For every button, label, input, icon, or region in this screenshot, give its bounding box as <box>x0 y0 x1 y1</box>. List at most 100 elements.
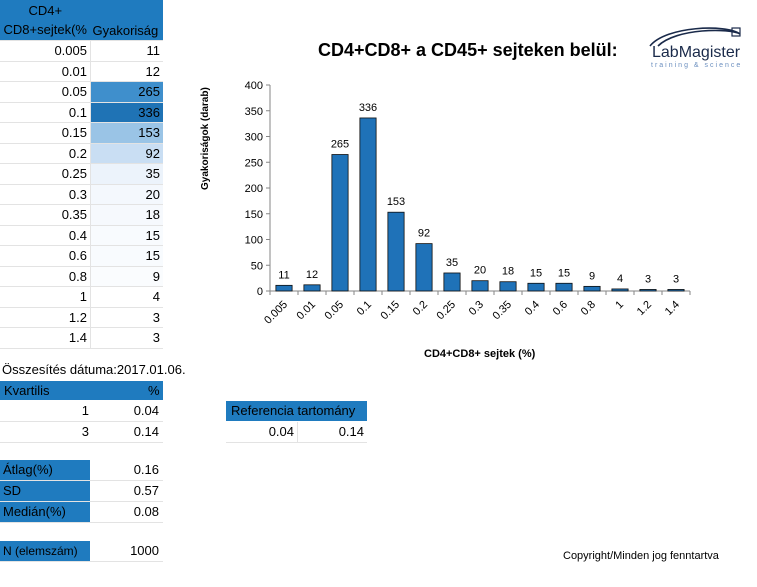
x-tick-label: 1 <box>613 299 626 312</box>
freq-value: 20 <box>90 184 163 205</box>
stat-mean-value: 0.16 <box>133 462 159 477</box>
frequency-table: CD4+ CD8+sejtek(% Gyakoriság 0.005 11 0.01… <box>0 0 163 349</box>
quartile-header: Kvartilis % <box>0 381 163 400</box>
data-label: 18 <box>502 266 514 278</box>
y-tick-label: 300 <box>245 132 263 144</box>
copyright: Copyright/Minden jog fenntartva <box>563 550 719 562</box>
freq-row: 0.2 92 <box>0 143 163 164</box>
freq-row: 0.05 265 <box>0 81 163 103</box>
x-tick-label: 0.35 <box>490 299 514 323</box>
freq-header-line2: CD8+sejtek(% <box>3 22 87 37</box>
freq-value: 153 <box>90 122 163 144</box>
data-label: 265 <box>331 139 349 151</box>
freq-value: 15 <box>90 225 163 246</box>
data-label: 20 <box>474 265 486 277</box>
freq-value: 15 <box>90 245 163 267</box>
stat-n-value: 1000 <box>130 543 159 558</box>
freq-row: 0.1 336 <box>0 102 163 123</box>
logo-swoosh-icon <box>649 27 741 47</box>
freq-key: 0.05 <box>0 81 91 103</box>
data-label: 3 <box>673 273 679 285</box>
x-tick-label: 0.8 <box>579 299 598 318</box>
freq-header-line1: CD4+ <box>28 3 63 18</box>
quartile-row: 3 0.14 <box>0 422 163 443</box>
bar <box>331 154 349 292</box>
freq-value: 9 <box>90 266 163 287</box>
bar <box>415 243 433 292</box>
quartile-header-label: Kvartilis <box>4 383 50 398</box>
stat-mean-row: Átlag(%) 0.16 <box>0 460 163 481</box>
quartile-q: 1 <box>81 403 89 418</box>
quartile-header-unit: % <box>148 383 160 398</box>
logo-box-icon <box>731 27 741 37</box>
freq-value: 3 <box>90 307 163 328</box>
bar <box>387 211 405 292</box>
chart-xlabel: CD4+CD8+ sejtek (%) <box>424 348 536 360</box>
reference-low: 0.04 <box>268 424 294 439</box>
y-tick-label: 200 <box>245 183 263 195</box>
bar <box>499 281 517 292</box>
logo-tagline: training & science <box>651 62 743 69</box>
reference-high: 0.14 <box>338 424 364 439</box>
y-tick-label: 150 <box>245 209 263 221</box>
bar <box>303 284 321 292</box>
freq-row: 0.8 9 <box>0 266 163 287</box>
x-tick-label: 0.05 <box>322 299 346 323</box>
quartile-row: 1 0.04 <box>0 401 163 422</box>
freq-row: 0.25 35 <box>0 163 163 185</box>
x-tick-label: 0.005 <box>262 299 290 327</box>
freq-row: 1.2 3 <box>0 307 163 328</box>
bar <box>555 282 573 292</box>
x-tick-label: 1.4 <box>663 299 682 318</box>
stat-sd-label: SD <box>3 483 22 498</box>
reference-header: Referencia tartomány <box>226 401 367 421</box>
freq-value: 336 <box>90 102 163 123</box>
data-label: 15 <box>558 267 570 279</box>
freq-key: 0.01 <box>0 61 91 82</box>
bar <box>583 285 601 292</box>
freq-key: 0.005 <box>0 40 91 62</box>
data-label: 12 <box>306 269 318 281</box>
bar <box>443 272 461 292</box>
stat-n-row: N (elemszám) 1000 <box>0 541 163 562</box>
freq-key: 0.3 <box>0 184 91 205</box>
freq-key: 0.1 <box>0 102 91 123</box>
data-label: 35 <box>446 257 458 269</box>
freq-value: 12 <box>90 61 163 82</box>
freq-header-col1: CD4+ CD8+sejtek(% <box>0 0 91 41</box>
quartile-value: 0.04 <box>133 403 159 418</box>
freq-value: 18 <box>90 204 163 226</box>
x-tick-label: 0.2 <box>411 299 430 318</box>
data-label: 153 <box>387 196 405 208</box>
freq-row: 0.6 15 <box>0 245 163 267</box>
data-label: 92 <box>418 228 430 240</box>
y-tick-label: 250 <box>245 157 263 169</box>
freq-key: 1.4 <box>0 327 91 349</box>
y-tick-label: 350 <box>245 106 263 118</box>
bar <box>275 284 293 292</box>
freq-value: 3 <box>90 327 163 349</box>
data-label: 336 <box>359 102 377 114</box>
stat-mean-label: Átlag(%) <box>3 462 53 477</box>
stat-median-row: Medián(%) 0.08 <box>0 502 163 523</box>
data-label: 9 <box>589 270 595 282</box>
freq-header-col2: Gyakoriság <box>90 0 163 41</box>
y-tick-label: 400 <box>245 80 263 92</box>
chart-ylabel: Gyakoriságok (darab) <box>200 87 211 190</box>
freq-row: 0.01 12 <box>0 61 163 82</box>
summary-date-label: Összesítés dátuma: <box>2 362 117 377</box>
reference-divider <box>297 422 298 442</box>
bar-chart: 0 50 100 150 200 250 300 350 400 11 0.005 12 0.01 265… <box>245 80 691 327</box>
freq-row: 0.35 18 <box>0 204 163 226</box>
x-tick-label: 0.01 <box>294 299 318 323</box>
bar <box>667 289 685 292</box>
x-tick-label: 0.4 <box>523 299 542 318</box>
data-label: 3 <box>645 273 651 285</box>
reference-header-label: Referencia tartomány <box>231 403 356 418</box>
x-tick-label: 0.6 <box>551 299 570 318</box>
stat-median-value: 0.08 <box>133 504 159 519</box>
quartile-q: 3 <box>81 424 89 439</box>
freq-key: 0.6 <box>0 245 91 267</box>
y-tick-label: 100 <box>245 235 263 247</box>
data-label: 4 <box>617 273 623 285</box>
